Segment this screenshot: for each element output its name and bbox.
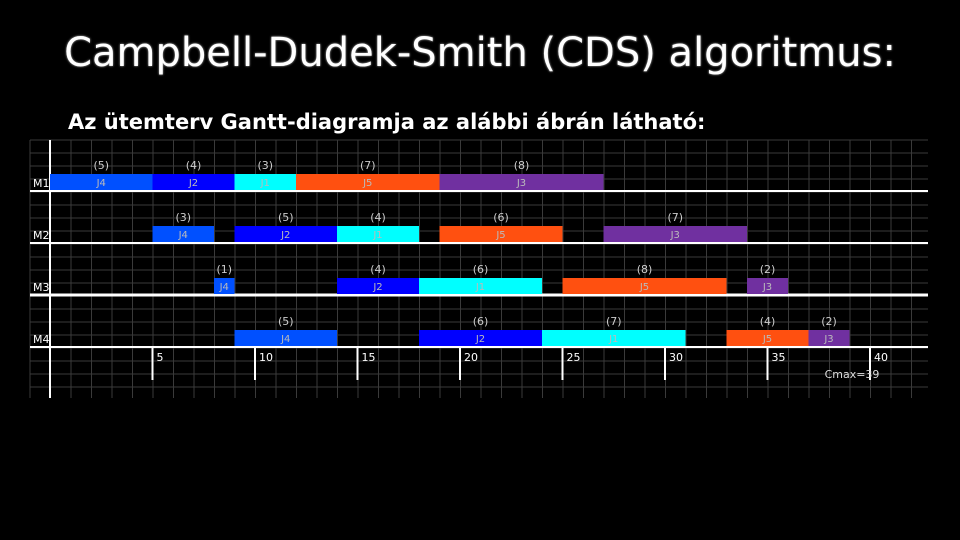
task-duration-label: (8) (637, 263, 653, 276)
task-duration-label: (8) (514, 159, 530, 172)
task-job-label: J4 (219, 282, 229, 293)
task-bar (234, 330, 337, 346)
cmax-label: Cmax=39 (825, 368, 880, 381)
x-tick-label: 30 (669, 351, 683, 364)
task-duration-label: (7) (360, 159, 376, 172)
task-bar (296, 174, 440, 190)
task-bar (808, 330, 850, 346)
task-job-label: J3 (516, 178, 526, 189)
task-job-label: J3 (670, 230, 680, 241)
task-duration-label: (3) (257, 159, 273, 172)
task-job-label: J5 (495, 230, 505, 241)
task-bar (542, 330, 686, 346)
x-tick-label: 15 (362, 351, 376, 364)
task-job-label: J1 (372, 230, 382, 241)
task-bar (562, 278, 727, 294)
task-duration-label: (5) (93, 159, 109, 172)
task-bar (419, 330, 542, 346)
task-duration-label: (5) (278, 211, 294, 224)
task-duration-label: (6) (473, 315, 489, 328)
machine-label: M4 (33, 333, 50, 346)
task-bar (152, 174, 235, 190)
task-bar (152, 226, 214, 242)
task-duration-label: (7) (606, 315, 622, 328)
x-tick-label: 35 (772, 351, 786, 364)
task-duration-label: (4) (370, 263, 386, 276)
task-job-label: J5 (362, 178, 372, 189)
task-job-label: J2 (188, 178, 198, 189)
task-job-label: J5 (762, 334, 772, 345)
task-duration-label: (6) (493, 211, 509, 224)
task-job-label: J4 (96, 178, 106, 189)
task-job-label: J2 (280, 230, 290, 241)
machine-label: M2 (33, 229, 50, 242)
task-duration-label: (3) (175, 211, 191, 224)
task-bar (439, 226, 563, 242)
task-job-label: J2 (475, 334, 485, 345)
task-duration-label: (2) (760, 263, 776, 276)
task-job-label: J2 (372, 282, 382, 293)
task-bar (50, 174, 153, 190)
task-bar (439, 174, 604, 190)
task-job-label: J4 (280, 334, 290, 345)
task-bar (603, 226, 747, 242)
task-job-label: J5 (639, 282, 649, 293)
task-bar (234, 174, 296, 190)
task-job-label: J3 (823, 334, 833, 345)
task-bar (726, 330, 809, 346)
machine-label: M1 (33, 177, 50, 190)
task-duration-label: (4) (186, 159, 202, 172)
task-job-label: J4 (178, 230, 188, 241)
x-tick-label: 10 (259, 351, 273, 364)
task-job-label: J1 (608, 334, 618, 345)
task-bar (214, 278, 235, 294)
task-duration-label: (1) (216, 263, 232, 276)
task-duration-label: (6) (473, 263, 489, 276)
task-duration-label: (7) (667, 211, 683, 224)
task-bar (747, 278, 788, 294)
task-job-label: J1 (260, 178, 270, 189)
task-bar (337, 226, 419, 242)
task-duration-label: (2) (821, 315, 837, 328)
task-bar (234, 226, 337, 242)
x-tick-label: 20 (464, 351, 478, 364)
x-tick-label: 25 (567, 351, 581, 364)
slide-title: Campbell-Dudek-Smith (CDS) algoritmus: (64, 30, 896, 76)
task-bar (419, 278, 542, 294)
machine-label: M3 (33, 281, 50, 294)
task-duration-label: (4) (760, 315, 776, 328)
task-bar (337, 278, 419, 294)
x-tick-label: 5 (157, 351, 164, 364)
task-duration-label: (5) (278, 315, 294, 328)
x-tick-label: 40 (874, 351, 888, 364)
task-job-label: J3 (762, 282, 772, 293)
task-duration-label: (4) (370, 211, 386, 224)
slide-subtitle: Az ütemterv Gantt-diagramja az alábbi áb… (68, 110, 706, 134)
task-job-label: J1 (475, 282, 485, 293)
